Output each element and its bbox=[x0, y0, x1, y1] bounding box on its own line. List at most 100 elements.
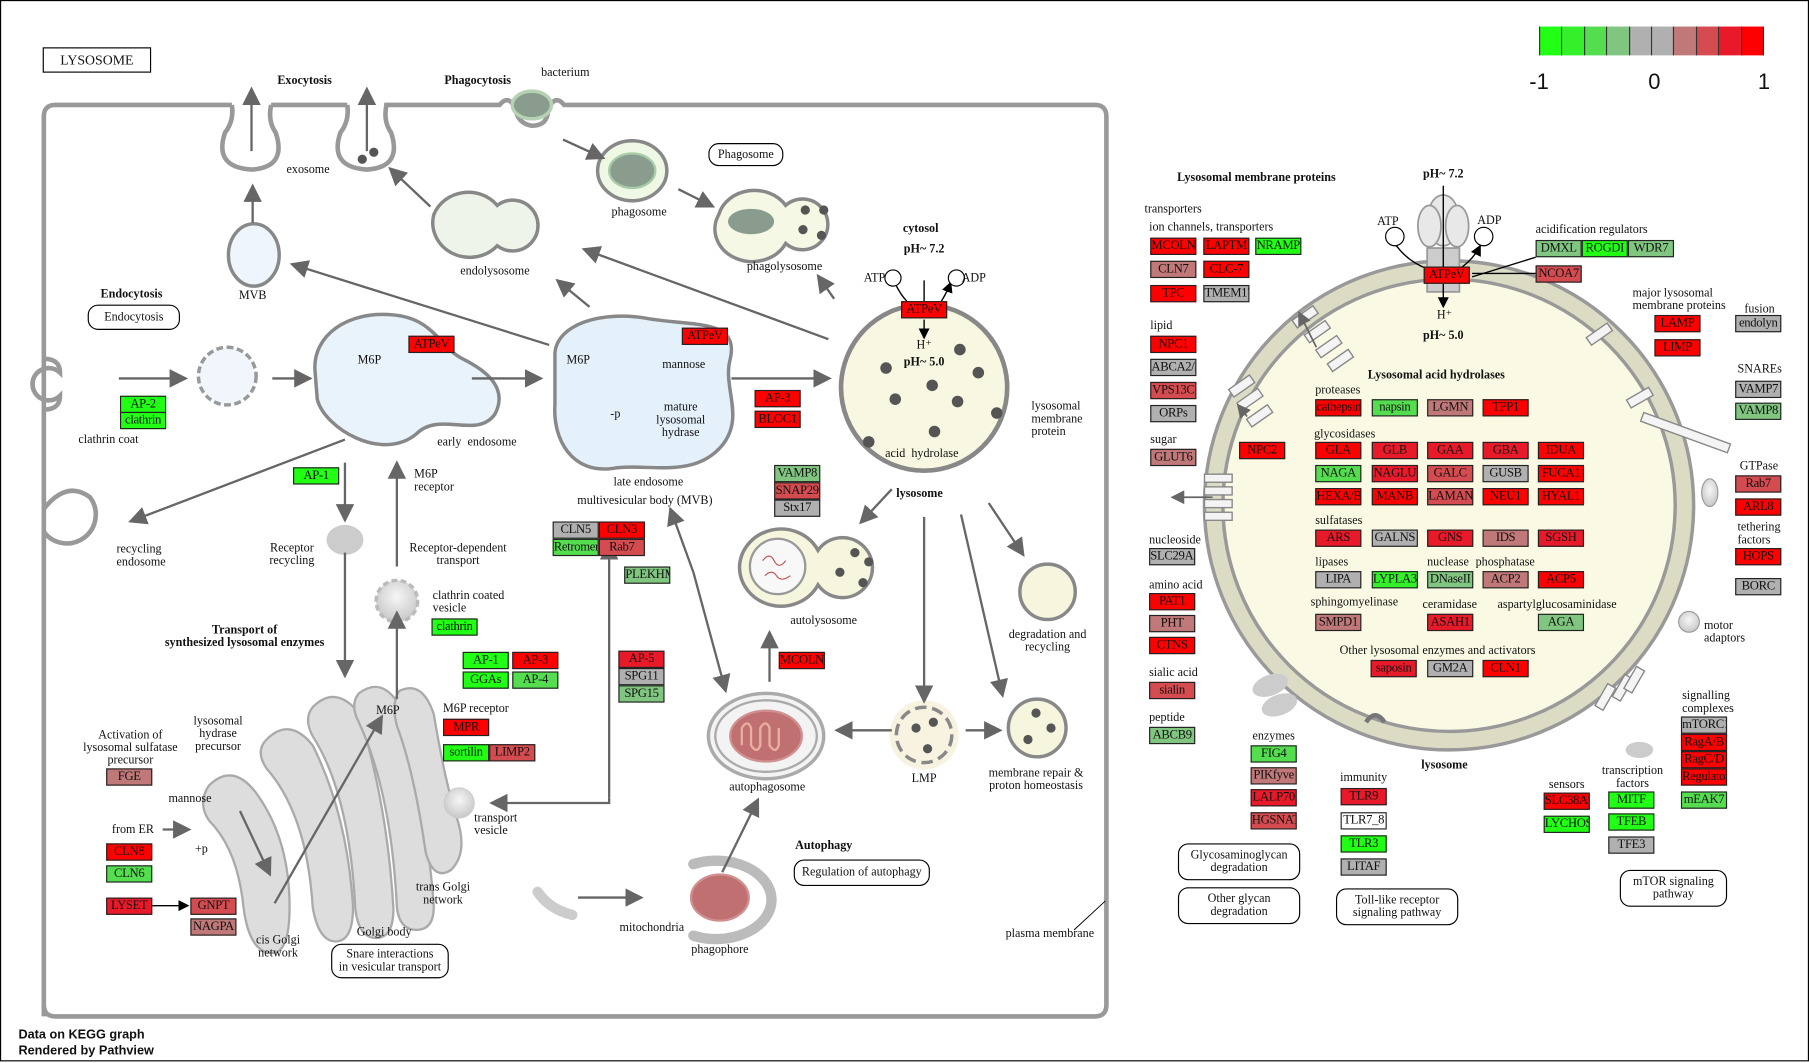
gene-ap-1[interactable]: AP-1 bbox=[462, 651, 509, 670]
gene-idua[interactable]: IDUA bbox=[1537, 441, 1585, 460]
gene-acp5[interactable]: ACP5 bbox=[1537, 571, 1585, 589]
gene-dnaseii[interactable]: DNaseII bbox=[1427, 571, 1474, 589]
gene-abca2-5[interactable]: ABCA2/5 bbox=[1150, 358, 1197, 377]
gene-lipa[interactable]: LIPA bbox=[1315, 571, 1362, 589]
gene-galns[interactable]: GALNS bbox=[1371, 529, 1418, 547]
gene-ap-1[interactable]: AP-1 bbox=[293, 467, 340, 485]
gene-manb[interactable]: MANB bbox=[1371, 488, 1418, 506]
gene-clathrin[interactable]: clathrin bbox=[431, 618, 478, 636]
gene-ggas[interactable]: GGAs bbox=[462, 671, 509, 689]
gene-arl8[interactable]: ARL8 bbox=[1735, 498, 1782, 516]
gene-laptm[interactable]: LAPTM bbox=[1203, 237, 1250, 255]
gene-rab7[interactable]: Rab7 bbox=[598, 538, 645, 557]
gene-clc-7[interactable]: CLC-7 bbox=[1203, 260, 1250, 279]
gene-ragc-d[interactable]: RagC/D bbox=[1680, 751, 1728, 769]
gene-mitf[interactable]: MITF bbox=[1608, 791, 1655, 809]
gene-lalp70[interactable]: LALP70 bbox=[1250, 789, 1297, 807]
gene-cln5[interactable]: CLN5 bbox=[552, 521, 599, 539]
gene-nramp[interactable]: NRAMP bbox=[1255, 237, 1302, 255]
gene-raga-b[interactable]: RagA/B bbox=[1680, 733, 1728, 752]
gene-vps13c[interactable]: VPS13C bbox=[1150, 381, 1197, 400]
link-endocytosis[interactable]: Endocytosis bbox=[87, 304, 180, 330]
gene-tpp1[interactable]: TPP1 bbox=[1482, 399, 1529, 417]
gene-stx17[interactable]: Stx17 bbox=[774, 499, 821, 517]
gene-asah1[interactable]: ASAH1 bbox=[1427, 613, 1474, 632]
gene-ars[interactable]: ARS bbox=[1315, 529, 1362, 547]
gene-sortilin[interactable]: sortilin bbox=[443, 744, 490, 762]
gene-ap-2[interactable]: AP-2 bbox=[119, 395, 167, 414]
gene-abcb9[interactable]: ABCB9 bbox=[1149, 726, 1196, 745]
gene-wdr7[interactable]: WDR7 bbox=[1627, 239, 1675, 258]
gene-meak7[interactable]: mEAK7 bbox=[1680, 791, 1728, 809]
gene-smpd1[interactable]: SMPD1 bbox=[1315, 613, 1362, 632]
gene-gnpt[interactable]: GNPT bbox=[190, 897, 237, 915]
gene-lypla3[interactable]: LYPLA3 bbox=[1371, 571, 1418, 589]
gene-vamp8[interactable]: VAMP8 bbox=[774, 464, 821, 483]
gene-vamp8[interactable]: VAMP8 bbox=[1735, 402, 1782, 420]
gene-gm2a[interactable]: GM2A bbox=[1427, 659, 1474, 678]
gene-tfeb[interactable]: TFEB bbox=[1608, 813, 1655, 831]
gene-borc[interactable]: BORC bbox=[1735, 578, 1782, 596]
gene-spg15[interactable]: SPG15 bbox=[618, 685, 665, 703]
link-regulation-of-autophagy[interactable]: Regulation of autophagy bbox=[793, 859, 930, 887]
gene-slc38a9[interactable]: SLC38A9 bbox=[1543, 792, 1590, 810]
gene-bloc1[interactable]: BLOC1 bbox=[754, 410, 801, 429]
gene-snap29[interactable]: SNAP29 bbox=[774, 482, 821, 500]
gene-atpev[interactable]: ATPeV bbox=[408, 335, 455, 354]
gene-ap-5[interactable]: AP-5 bbox=[618, 650, 665, 668]
gene-spg11[interactable]: SPG11 bbox=[618, 667, 665, 686]
gene-hops[interactable]: HOPS bbox=[1735, 548, 1782, 566]
gene-dmxl[interactable]: DMXL bbox=[1535, 239, 1582, 258]
gene-tlr3[interactable]: TLR3 bbox=[1340, 835, 1387, 853]
gene-lgmn[interactable]: LGMN bbox=[1427, 399, 1474, 417]
gene-acp2[interactable]: ACP2 bbox=[1482, 571, 1529, 589]
gene-aga[interactable]: AGA bbox=[1537, 613, 1585, 632]
gene-tlr7-8[interactable]: TLR7_8 bbox=[1340, 812, 1387, 830]
gene-fuca1[interactable]: FUCA1 bbox=[1537, 464, 1585, 483]
gene-saposin[interactable]: saposin bbox=[1370, 659, 1417, 678]
gene-limp2[interactable]: LIMP2 bbox=[489, 744, 536, 762]
gene-lychos[interactable]: LYCHOS bbox=[1543, 815, 1590, 833]
gene-laman[interactable]: LAMAN bbox=[1427, 488, 1474, 506]
gene-lamp[interactable]: LAMP bbox=[1654, 314, 1701, 333]
gene-mtorc1[interactable]: mTORC1 bbox=[1680, 716, 1728, 734]
gene-glb[interactable]: GLB bbox=[1371, 441, 1418, 460]
gene-rab7[interactable]: Rab7 bbox=[1735, 475, 1782, 493]
gene-orps[interactable]: ORPs bbox=[1150, 404, 1197, 423]
gene-pht[interactable]: PHT bbox=[1149, 614, 1196, 633]
gene-atpev[interactable]: ATPeV bbox=[901, 301, 948, 319]
gene-hexa-b[interactable]: HEXA/B bbox=[1315, 488, 1362, 506]
gene-atpev[interactable]: ATPeV bbox=[1423, 266, 1470, 284]
gene-tmem175[interactable]: TMEM175 bbox=[1203, 284, 1250, 303]
link-glycosaminoglycan-degradation[interactable]: Glycosaminoglycan degradation bbox=[1177, 843, 1301, 881]
gene-mcoln1[interactable]: MCOLN1 bbox=[778, 651, 825, 670]
gene-naga[interactable]: NAGA bbox=[1315, 464, 1362, 483]
gene-gaa[interactable]: GAA bbox=[1427, 441, 1474, 460]
gene-cln6[interactable]: CLN6 bbox=[106, 865, 153, 883]
gene-ap-4[interactable]: AP-4 bbox=[512, 671, 559, 689]
link-other-glycan-degradation[interactable]: Other glycan degradation bbox=[1177, 887, 1301, 925]
gene-glut6[interactable]: GLUT6 bbox=[1150, 448, 1197, 467]
gene-clathrin[interactable]: clathrin bbox=[119, 411, 167, 430]
gene-naglu[interactable]: NAGLU bbox=[1371, 464, 1418, 483]
gene-limp[interactable]: LIMP bbox=[1654, 339, 1701, 357]
gene-mpr[interactable]: MPR bbox=[443, 718, 490, 737]
gene-gla[interactable]: GLA bbox=[1315, 441, 1362, 460]
gene-gusb[interactable]: GUSB bbox=[1482, 464, 1529, 483]
gene-npc1[interactable]: NPC1 bbox=[1150, 335, 1197, 354]
gene-mcoln[interactable]: MCOLN bbox=[1150, 237, 1197, 255]
gene-vamp7[interactable]: VAMP7 bbox=[1735, 380, 1782, 399]
gene-galc[interactable]: GALC bbox=[1427, 464, 1474, 483]
gene-neu1[interactable]: NEU1 bbox=[1482, 488, 1529, 506]
gene-hgsnat[interactable]: HGSNAT bbox=[1250, 812, 1297, 830]
gene-sialin[interactable]: sialin bbox=[1149, 681, 1196, 700]
gene-tfe3[interactable]: TFE3 bbox=[1608, 836, 1655, 854]
gene-atpev[interactable]: ATPeV bbox=[681, 327, 728, 345]
gene-cathepsins[interactable]: cathepsins bbox=[1315, 399, 1362, 417]
gene-retromer[interactable]: Retromer bbox=[552, 538, 599, 557]
gene-cln1[interactable]: CLN1 bbox=[1482, 659, 1529, 678]
gene-fig4[interactable]: FIG4 bbox=[1250, 745, 1297, 763]
gene-lyset[interactable]: LYSET bbox=[106, 897, 153, 915]
gene-tpc[interactable]: TPC bbox=[1150, 284, 1197, 303]
gene-fge[interactable]: FGE bbox=[106, 768, 153, 786]
